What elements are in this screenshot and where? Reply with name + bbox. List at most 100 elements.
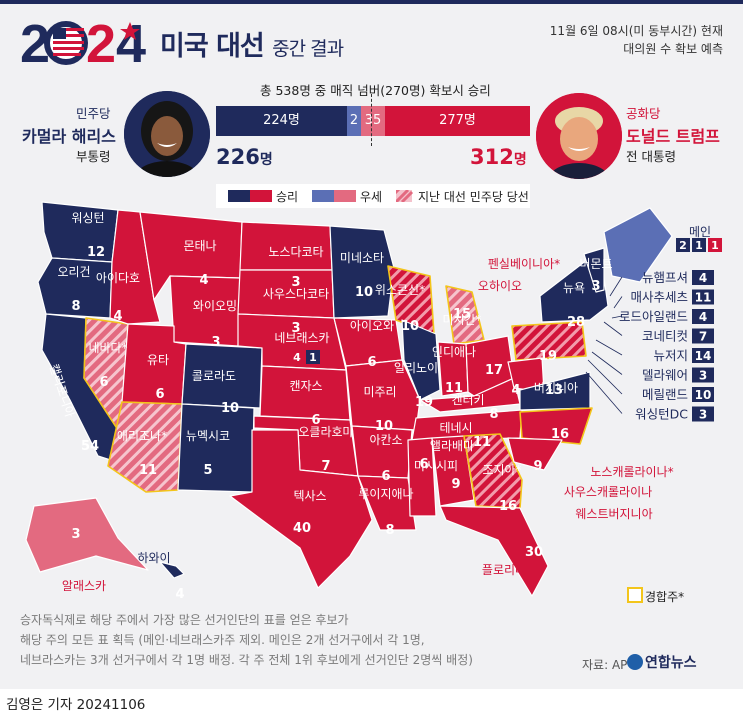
state-votes-사우스캐롤라이나: 9: [533, 459, 542, 474]
yonhap-logo-icon: [627, 654, 643, 670]
state-votes-사우스다코타: 3: [291, 321, 300, 336]
legend-swatch-dem-win: [228, 190, 250, 202]
east-votes-메릴랜드: 10: [695, 388, 712, 402]
state-하와이: [159, 561, 185, 579]
state-label-콜로라도: 콜로라도: [192, 369, 236, 383]
east-votes-뉴햄프셔: 4: [699, 271, 707, 285]
east-leader-line-델라웨어: [591, 351, 623, 375]
state-label-오클라호마: 오클라호마: [298, 425, 353, 439]
east-badge-로드아일랜드: [692, 309, 714, 324]
state-votes-앨라배마: 9: [451, 477, 460, 492]
electoral-vote-bar: 224명 2 35 277명: [216, 106, 530, 136]
harris-name: 카멀라 해리스: [22, 127, 116, 146]
state-votes-켄터키: 8: [489, 407, 498, 422]
state-votes-플로리다: 30: [525, 545, 543, 560]
svg-text:4: 4: [116, 14, 146, 70]
state-votes-오리건: 8: [71, 299, 80, 314]
legend-swatch-dem-lead: [312, 190, 334, 202]
east-votes-매사추세츠: 11: [695, 291, 712, 305]
state-votes-알래스카: 3: [71, 527, 80, 542]
state-votes-와이오밍: 3: [211, 335, 220, 350]
east-label-워싱턴DC: 워싱턴DC: [635, 407, 688, 422]
state-label-버몬트: 버몬트: [579, 257, 612, 271]
east-votes-델라웨어: 3: [699, 369, 707, 383]
state-label-몬태나: 몬태나: [183, 239, 216, 253]
rep-lead-segment: 35: [361, 106, 385, 136]
east-label-메릴랜드: 메릴랜드: [642, 387, 688, 402]
state-label-미시간: 미시간*: [442, 313, 481, 327]
trump-total-value: 312: [470, 145, 514, 169]
state-votes-미시간: 15: [453, 307, 471, 322]
legend-win-label: 승리: [276, 190, 299, 204]
state-votes-테네시: 11: [473, 435, 491, 450]
state-일리노이: [401, 319, 441, 401]
state-펜실베이니아: [511, 321, 587, 361]
state-label-웨스트버지니아: 웨스트버지니아: [575, 507, 652, 521]
state-알래스카: [25, 497, 149, 573]
state-label-오하이오: 오하이오: [478, 279, 522, 293]
harris-role: 부통령: [76, 149, 111, 164]
east-label-뉴햄프셔: 뉴햄프셔: [642, 270, 688, 285]
date-line-2: 대의원 수 확보 예측: [623, 42, 723, 56]
state-label-사우스다코타: 사우스다코타: [263, 287, 329, 301]
state-label-조지아: 조지아*: [482, 463, 521, 477]
state-label-네브래스카: 네브래스카: [274, 331, 329, 345]
state-votes-아이다호: 4: [113, 309, 122, 324]
maine-split-count-2: 1: [695, 239, 703, 252]
state-votes-루이지애나: 8: [385, 523, 394, 538]
state-label-플로리다: 플로리다: [482, 563, 526, 577]
state-votes-텍사스: 40: [293, 521, 311, 536]
state-label-노스다코타: 노스다코타: [268, 245, 323, 259]
east-votes-로드아일랜드: 4: [699, 310, 707, 324]
east-votes-뉴저지: 14: [695, 349, 712, 363]
state-label-아이다호: 아이다호: [96, 271, 140, 285]
east-leader-line-메릴랜드: [587, 359, 623, 395]
maine-split-count-3: 1: [711, 239, 719, 252]
state-votes-조지아: 16: [499, 499, 517, 514]
maine-split-count-1: 2: [679, 239, 687, 252]
battleground-legend-swatch: [627, 587, 643, 603]
date-line-1: 11월 6일 08시(미 동부시간) 현재: [549, 24, 723, 38]
dem-lead-segment: 2: [347, 106, 361, 136]
state-label-인디애나: 인디애나: [432, 345, 476, 359]
state-label-애리조나: 애리조나*: [117, 429, 167, 443]
state-label-미시시피: 미시시피: [414, 459, 458, 473]
state-label-미주리: 미주리: [363, 385, 396, 399]
east-badge-뉴햄프셔: [692, 270, 714, 285]
us-election-map: 워싱턴12오리건8캘리포니아54네바다*6아이다호4몬태나4와이오밍3유타6애리…: [25, 201, 722, 602]
footnote: 승자독식제로 해당 주에서 가장 많은 선거인단의 표를 얻은 후보가 해당 주…: [20, 610, 473, 670]
legend-flipped-label: 지난 대선 민주당 당선: [418, 190, 529, 204]
dem-party-label: 민주당: [76, 106, 111, 121]
state-votes-캔자스: 6: [311, 413, 320, 428]
state-앨라배마: [431, 435, 475, 507]
state-label-켄터키: 켄터키: [451, 393, 484, 407]
state-votes-네바다: 6: [99, 375, 108, 390]
state-메인: [603, 207, 673, 283]
east-leader-line-매사추세츠: [613, 296, 623, 309]
footnote-line-2: 해당 주의 모든 표 획득 (메인·네브래스카주 제외. 메인은 2개 선거구에…: [20, 633, 425, 647]
east-leader-line-로드아일랜드: [611, 315, 623, 319]
rep-party-label: 공화당: [626, 106, 661, 121]
state-오리건: [37, 257, 113, 319]
footnote-line-3: 네브라스카는 3개 선거구에서 각 1명 배정. 각 주 전체 1위 후보에게 …: [20, 653, 473, 667]
trump-total: 312명: [470, 145, 527, 169]
state-votes-노스캐롤라이나: 16: [551, 427, 569, 442]
state-조지아: [463, 433, 523, 509]
state-label-캔자스: 캔자스: [289, 379, 322, 393]
east-label-델라웨어: 델라웨어: [642, 368, 688, 383]
page-title: 미국 대선 중간 결과: [160, 24, 344, 63]
state-label-일리노이: 일리노이: [394, 361, 438, 375]
nebraska-split-count-1: 4: [293, 351, 301, 364]
state-label-알래스카: 알래스카: [62, 579, 106, 593]
state-votes-아이오와: 6: [367, 355, 376, 370]
state-label-유타: 유타: [147, 353, 169, 367]
title-sub: 중간 결과: [272, 38, 344, 60]
harris-total-value: 226: [216, 145, 260, 169]
footnote-line-1: 승자독식제로 해당 주에서 가장 많은 선거인단의 표를 얻은 후보가: [20, 613, 349, 627]
state-votes-뉴멕시코: 5: [203, 463, 212, 478]
harris-portrait-image: [124, 91, 210, 177]
state-켄터키: [419, 377, 521, 413]
state-미네소타: [329, 225, 395, 319]
rep-win-segment: 277명: [385, 106, 530, 136]
state-label-미네소타: 미네소타: [340, 251, 384, 265]
